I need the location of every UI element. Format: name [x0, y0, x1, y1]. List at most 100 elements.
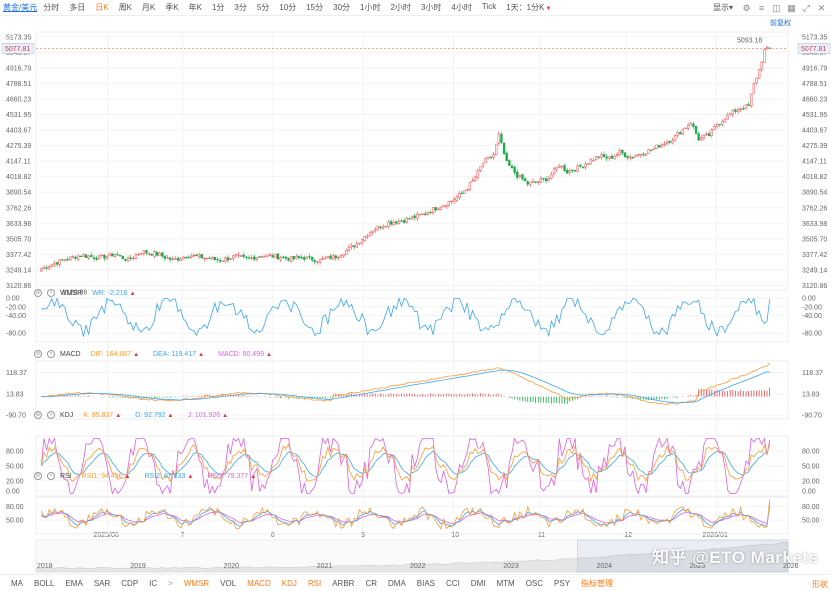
period-tab[interactable]: 15分: [306, 2, 323, 13]
close-icon[interactable]: ×: [47, 289, 55, 297]
candle: [250, 257, 253, 259]
candle: [460, 192, 464, 195]
candle: [629, 156, 632, 159]
period-tab[interactable]: 多日: [69, 2, 85, 13]
kdj-value-text: D: 92.792: [135, 411, 166, 419]
period-tab[interactable]: 年K: [189, 2, 202, 13]
gear-icon[interactable]: ⚙: [34, 289, 42, 297]
candle: [232, 255, 235, 259]
indicator-tab[interactable]: >: [168, 578, 173, 588]
gear-icon[interactable]: ⚙: [34, 350, 42, 358]
indicator-tab[interactable]: CCI: [446, 578, 460, 588]
indicator-tab[interactable]: OSC: [525, 578, 544, 588]
gear-icon[interactable]: ⚙: [34, 411, 42, 419]
indicator-tab[interactable]: CR: [365, 578, 377, 588]
candle: [665, 141, 669, 144]
indicator-tab[interactable]: DMI: [470, 578, 486, 588]
period-tab[interactable]: 3分: [234, 2, 246, 13]
candle: [287, 257, 290, 261]
period-tab[interactable]: 日K: [95, 2, 108, 13]
candle: [292, 256, 295, 260]
period-tab[interactable]: 10分: [279, 2, 296, 13]
period-tab[interactable]: 5分: [257, 2, 269, 13]
wmsr-tick-left: -80.00: [6, 331, 26, 338]
front-restore-button[interactable]: 前复权: [770, 20, 791, 27]
kdj-panel-header: ⚙ × KDJ K: 95.837 ▲ D: 92.792 ▲ J: 101.926 ▲: [34, 411, 242, 419]
macd-value-text: DIF: 164.667: [90, 350, 132, 358]
candle: [466, 189, 469, 191]
candle: [226, 257, 230, 261]
indicator-tab[interactable]: WMSR: [183, 578, 210, 588]
low-label: 3120.86: [62, 289, 87, 296]
candle: [689, 123, 692, 126]
grid-icon[interactable]: ▦: [787, 2, 796, 13]
period-tab[interactable]: 分时: [43, 2, 59, 13]
period-tab[interactable]: 1分: [212, 2, 224, 13]
shape-button[interactable]: 形状: [812, 580, 828, 589]
period-tab[interactable]: 1天：1分K▼: [506, 2, 551, 13]
kline-chart-area[interactable]: 5173.355173.355045.075045.074916.794916.…: [0, 16, 831, 574]
period-tab[interactable]: 周K: [119, 2, 132, 13]
watermark: 知乎 @ETO Markets: [652, 548, 819, 567]
period-tab[interactable]: 季K: [165, 2, 178, 13]
camera-icon[interactable]: ◫: [772, 2, 781, 13]
expand-icon[interactable]: ⤢: [802, 2, 811, 13]
x-tick-label: 2026/01: [703, 532, 728, 539]
candle: [615, 153, 619, 156]
candle: [552, 168, 556, 175]
indicator-tab[interactable]: VOL: [220, 578, 237, 588]
gear-icon[interactable]: ⚙: [34, 472, 42, 480]
y-tick-right: 4403.67: [802, 128, 827, 135]
period-tab[interactable]: Tick: [482, 2, 496, 13]
period-tab[interactable]: 30分: [333, 2, 350, 13]
candle: [45, 267, 48, 269]
candle: [245, 256, 248, 259]
indicator-tab[interactable]: CDP: [121, 578, 139, 588]
macd-tick-left: 118.37: [6, 370, 27, 377]
indicator-tab[interactable]: MACD: [247, 578, 271, 588]
close-icon[interactable]: ×: [47, 350, 55, 358]
period-tab[interactable]: 3小时: [421, 2, 441, 13]
wmsr-tick-left: -20.00: [6, 304, 26, 311]
macd-value: MACD: 90.499 ▲: [218, 351, 272, 358]
rsi-panel-header: ⚙ × RSI RSI1: 94.496 ▲ RSI2: 87.333 ▲ RSI3: 7…: [34, 472, 270, 480]
indicator-tab[interactable]: EMA: [65, 578, 83, 588]
y-tick-right: 4788.51: [802, 81, 827, 88]
indicator-tab[interactable]: DMA: [388, 578, 406, 588]
candle: [324, 257, 327, 260]
indicator-tab[interactable]: KDJ: [281, 578, 297, 588]
indicator-tab[interactable]: MTM: [496, 578, 515, 588]
period-tab[interactable]: 1小时: [360, 2, 380, 13]
candle: [190, 255, 193, 259]
candle: [400, 220, 403, 222]
candle: [179, 258, 182, 261]
close-icon[interactable]: ✕: [817, 2, 826, 13]
candle: [119, 255, 122, 257]
menu-icon[interactable]: ≡: [758, 2, 765, 13]
gear-icon[interactable]: ⚙: [742, 2, 751, 13]
candle: [97, 255, 101, 260]
rsi-tick-right: 50.00: [802, 518, 820, 525]
period-tab[interactable]: 2小时: [390, 2, 410, 13]
overview-year-label: 2022: [410, 563, 426, 570]
indicator-tab[interactable]: ARBR: [332, 578, 355, 588]
symbol-selector[interactable]: 黄金/美元: [3, 3, 38, 12]
display-menu[interactable]: 显示▾: [712, 3, 733, 12]
indicator-tab[interactable]: 指标管理: [581, 578, 614, 588]
indicator-tab[interactable]: IC: [149, 578, 158, 588]
indicator-tab[interactable]: BIAS: [416, 578, 436, 588]
close-icon[interactable]: ×: [47, 411, 55, 419]
close-icon[interactable]: ×: [47, 472, 55, 480]
indicator-tab[interactable]: MA: [11, 578, 23, 588]
candle: [126, 257, 130, 262]
period-tab[interactable]: 4小时: [451, 2, 471, 13]
indicator-tab[interactable]: PSY: [554, 578, 571, 588]
indicator-tab[interactable]: BOLL: [34, 578, 55, 588]
candle: [484, 158, 487, 164]
x-tick-label: 11: [538, 532, 545, 539]
candle: [681, 128, 685, 135]
indicator-tab[interactable]: RSI: [307, 578, 322, 588]
period-tab[interactable]: 月K: [142, 2, 155, 13]
y-tick-left: 4403.67: [6, 128, 31, 135]
indicator-tab[interactable]: SAR: [93, 578, 111, 588]
